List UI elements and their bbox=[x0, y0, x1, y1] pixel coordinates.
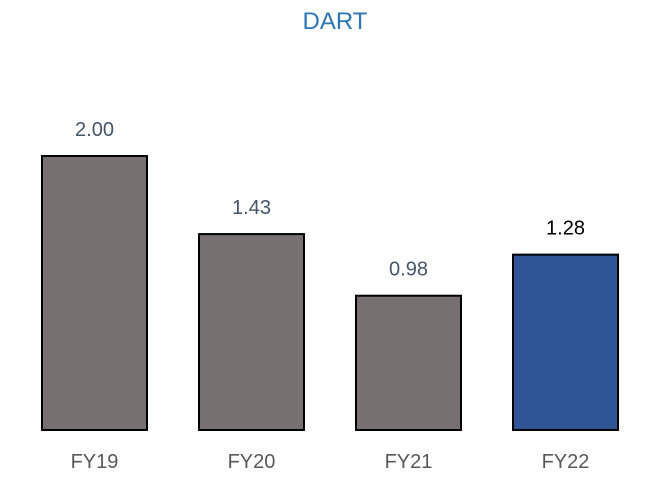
x-tick-label-fy22: FY22 bbox=[542, 451, 590, 473]
x-tick-label-fy21: FY21 bbox=[385, 451, 433, 473]
x-tick-label-fy20: FY20 bbox=[228, 451, 276, 473]
bar-fy22 bbox=[512, 253, 619, 431]
data-label-fy22: 1.28 bbox=[546, 218, 585, 240]
bar-fy21 bbox=[355, 294, 462, 431]
bar-fy20 bbox=[198, 233, 305, 431]
bar-fy19 bbox=[41, 155, 148, 431]
x-tick-label-fy19: FY19 bbox=[71, 451, 119, 473]
chart-title: DART bbox=[302, 8, 368, 35]
data-label-fy21: 0.98 bbox=[389, 259, 428, 281]
data-label-fy20: 1.43 bbox=[232, 197, 271, 219]
data-label-fy19: 2.00 bbox=[75, 119, 114, 141]
